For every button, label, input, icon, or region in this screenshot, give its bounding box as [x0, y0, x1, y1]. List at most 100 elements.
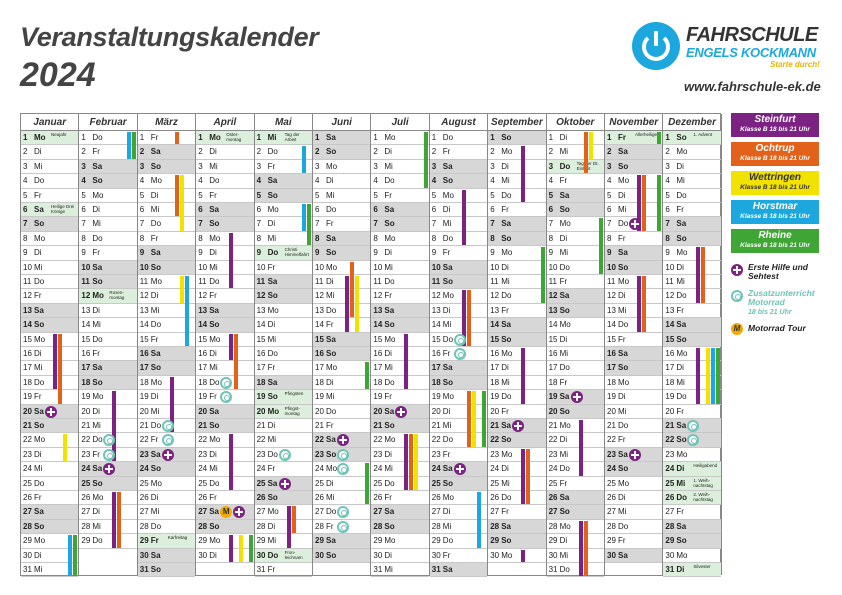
day-cell: 3 So: [137, 159, 196, 175]
course-bar-rhe: [248, 535, 253, 562]
day-number: 11: [548, 277, 557, 286]
weekday-label: Do: [501, 190, 512, 200]
day-number: 5: [373, 190, 378, 200]
day-number: 10: [139, 262, 149, 272]
month-column-juni: Juni 1 Sa 2 So 3 Mo 4 Di 5 Mi 6 Do 7 Fr 8 Sa 9 So 10 Mo 11 Di 1…: [313, 114, 372, 575]
day-cell: 17 Di: [488, 361, 546, 376]
day-number: 28: [373, 521, 383, 531]
weekday-label: Di: [501, 161, 509, 171]
weekday-label: Sa: [501, 320, 511, 330]
weekday-label: Do: [34, 176, 45, 186]
day-number: 14: [431, 320, 441, 330]
weekday-label: Mo: [442, 291, 454, 301]
day-number: 19: [23, 392, 32, 402]
holiday-label: 1. Advent: [693, 132, 713, 137]
weekday-label: Sa: [618, 449, 628, 459]
day-cell: 23 Fr: [429, 448, 488, 463]
day-number: 19: [548, 392, 558, 402]
weekday-label: Sa: [384, 507, 395, 517]
day-cell: 12 Di: [137, 289, 196, 304]
weekday-label: Sa: [150, 449, 161, 459]
weekday-label: Di: [442, 305, 451, 315]
weekday-label: Sa: [209, 205, 219, 214]
weekday-label: Di: [618, 190, 626, 200]
day-number: 13: [490, 305, 500, 315]
day-number: 7: [431, 219, 437, 229]
day-cell: 20 So: [546, 404, 604, 419]
day-cell: 8 Do: [429, 232, 488, 247]
course-bar-och: [175, 175, 180, 217]
day-number: 14: [23, 320, 32, 330]
day-cell: 30 Mo: [488, 549, 546, 563]
day-number: 7: [373, 219, 378, 229]
day-number: 23: [607, 449, 616, 459]
day-number: 10: [81, 262, 91, 272]
motorcycle-lesson-marker: [687, 434, 700, 447]
day-number: 6: [548, 205, 554, 214]
weekday-label: Fr: [150, 536, 159, 546]
course-bar-stein: [520, 146, 525, 202]
day-cell: 14 Mi: [79, 318, 137, 333]
day-number: 3: [23, 161, 28, 171]
day-number: 21: [665, 421, 675, 430]
weekday-label: Di: [267, 421, 276, 430]
day-cell: 10 Mi: [21, 261, 79, 275]
day-number: 29: [607, 536, 616, 546]
course-bar-stein: [578, 520, 583, 577]
day-cell: 8 So: [663, 231, 721, 247]
weekday-label: So: [92, 277, 103, 286]
day-number: 29: [431, 536, 441, 546]
weekday-label: Mi: [384, 363, 393, 373]
day-number: 29: [548, 536, 558, 546]
day-cell: 24 Mi: [196, 462, 254, 477]
day-number: 1: [373, 133, 378, 142]
weekday-label: Fr: [267, 262, 276, 272]
day-cell: 25 Mi: [488, 477, 546, 491]
holiday-label: 1. Weih-nachtstag: [693, 477, 713, 488]
weekday-label: Sa: [92, 464, 103, 474]
day-number: 18: [490, 377, 500, 387]
day-number: 16: [607, 349, 616, 358]
day-cell: 8 Fr: [605, 232, 663, 247]
day-number: 9: [607, 248, 612, 258]
weekday-label: Do: [618, 320, 629, 330]
day-number: 7: [665, 219, 670, 229]
day-number: 18: [198, 377, 208, 387]
day-cell: 25 Mo: [605, 477, 663, 491]
weekday-label: Do: [442, 334, 454, 344]
weekday-label: Fr: [267, 565, 276, 574]
day-number: 20: [256, 406, 266, 416]
day-cell: 1 Di: [546, 131, 604, 146]
day-cell: 9 Mi: [546, 246, 604, 261]
holiday-label: Rosen-montag: [109, 290, 125, 301]
weekday-label: Mo: [209, 334, 221, 344]
day-cell: 3 Fr: [254, 160, 312, 175]
day-number: 8: [548, 233, 554, 243]
day-number: 4: [373, 176, 378, 186]
first-aid-marker: [453, 463, 466, 476]
weekday-label: Fr: [501, 305, 509, 315]
weekday-label: Mi: [618, 406, 627, 416]
day-cell: 6 Sa: [371, 203, 429, 218]
day-number: 1: [23, 133, 28, 142]
day-number: 7: [548, 219, 554, 229]
day-cell: 28 Mo: [546, 520, 604, 535]
weekday-label: Do: [384, 176, 395, 186]
weekday-label: Di: [326, 377, 334, 387]
day-number: 16: [256, 349, 266, 358]
day-number: 21: [548, 421, 558, 430]
weekday-label: Mi: [501, 377, 510, 387]
day-number: 31: [373, 565, 383, 574]
motorcycle-lesson-marker: [103, 434, 116, 447]
website-url[interactable]: www.fahrschule-ek.de: [684, 79, 821, 94]
day-cell: 9 So: [313, 246, 371, 261]
day-cell: 31 So: [137, 563, 196, 578]
day-number: 26: [23, 493, 32, 502]
weekday-label: Fr: [209, 190, 217, 200]
weekday-label: Mo: [618, 176, 630, 186]
weekday-label: Mo: [267, 406, 280, 416]
day-cell: 4 Do: [21, 174, 79, 189]
course-bar-och: [58, 333, 63, 404]
weekday-label: Mi: [501, 478, 510, 488]
day-number: 2: [665, 147, 670, 157]
